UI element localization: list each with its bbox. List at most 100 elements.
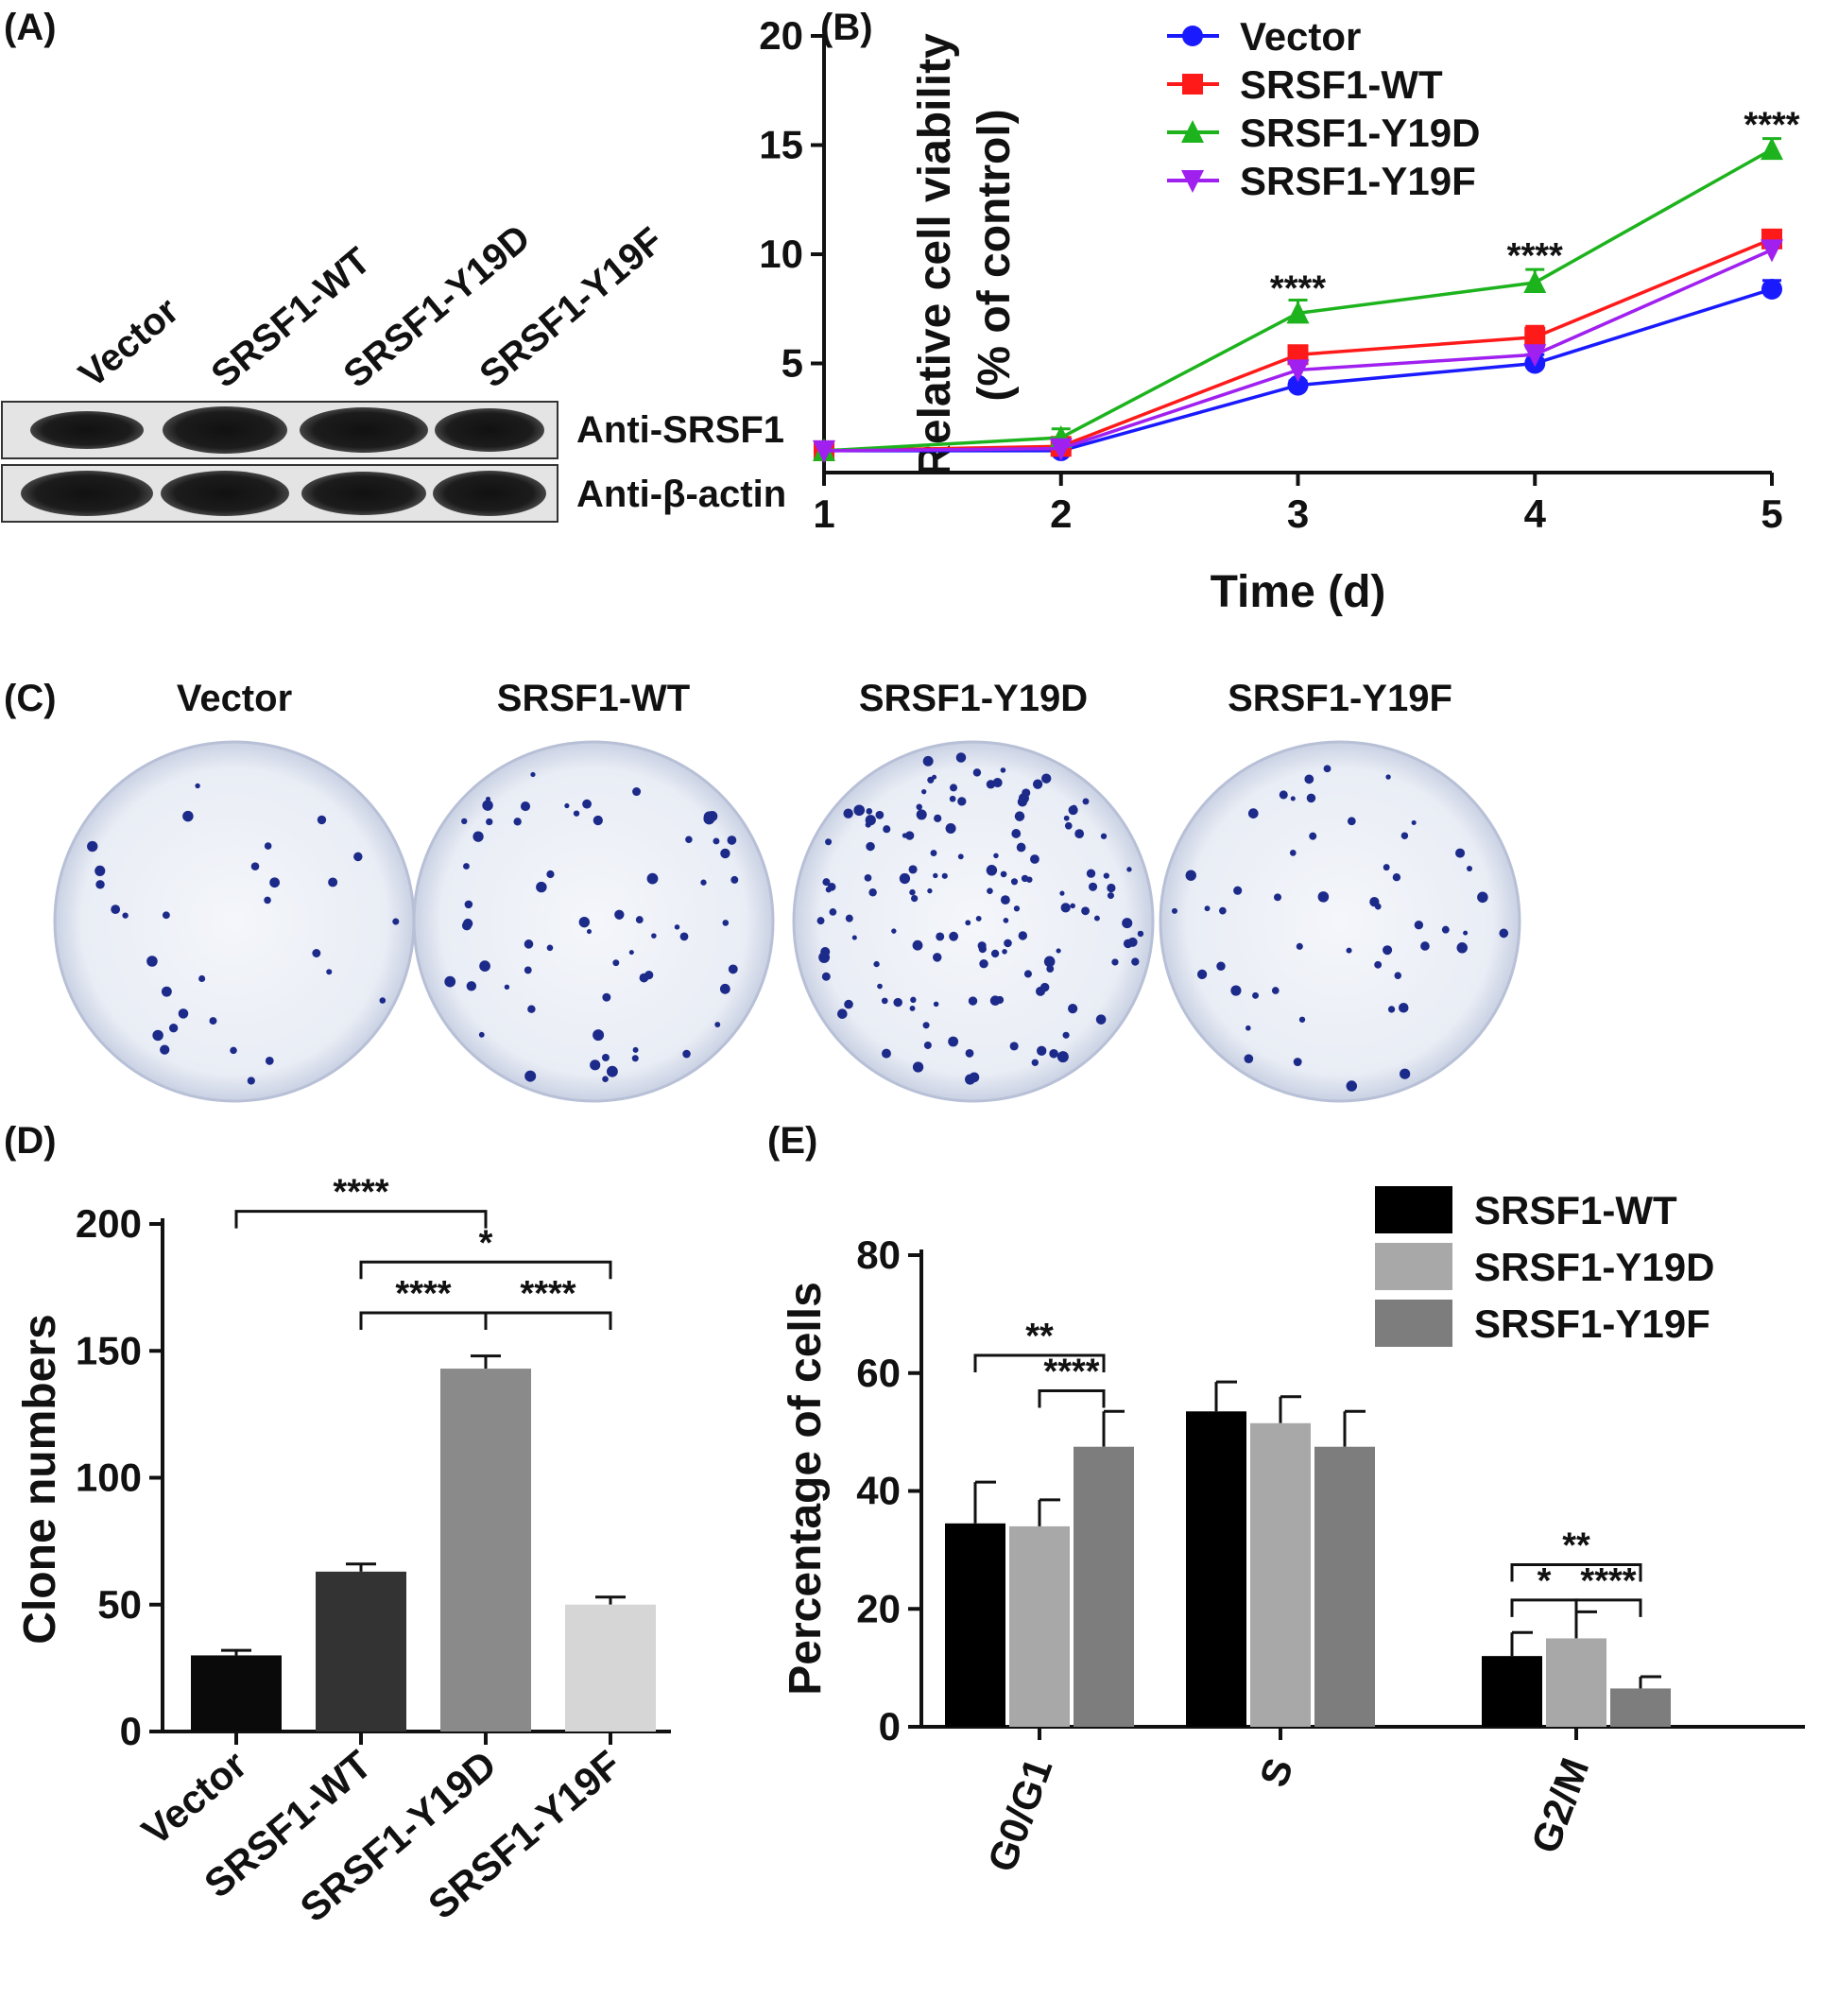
significance-label: **** [1744,105,1799,145]
dish-label: SRSF1-Y19D [859,678,1088,719]
colony [1387,1006,1396,1013]
colony [866,808,873,815]
significance-label: **** [1507,236,1563,276]
colony [1499,928,1509,939]
colony [1383,864,1390,871]
colony [993,853,999,859]
colony [1032,779,1043,789]
significance-label: **** [1043,1352,1099,1391]
panel-label-b: (B) [820,7,873,48]
colony [922,1022,930,1029]
colony [1271,987,1280,994]
colony [1095,1014,1107,1025]
colony [546,870,555,879]
significance-label: **** [1270,269,1326,309]
colony [957,853,964,860]
colony [1041,773,1052,784]
colony [1400,832,1409,839]
colony [1204,905,1211,912]
colony [881,1048,891,1059]
colony [111,905,121,915]
colony [934,814,942,822]
colony [326,969,333,975]
colony [478,1031,485,1038]
colony [899,872,911,885]
colony [1093,915,1100,922]
y-axis-title: Percentage of cells [781,1282,831,1696]
y-tick-label: 80 [856,1232,901,1277]
legend-swatch [1375,1300,1452,1347]
y-tick-label: 10 [759,232,803,276]
colony [1441,925,1450,934]
colony [816,917,825,925]
colony [727,836,737,845]
colony [632,1046,639,1053]
legend-label: SRSF1-Y19D [1474,1245,1714,1289]
colony [178,1008,189,1019]
colony [1002,949,1007,955]
colony [1466,866,1473,872]
colony [893,997,902,1008]
y-axis-title: Relative cell viability [910,33,960,477]
colony [851,935,857,940]
colony [1196,969,1208,980]
colony [1023,970,1032,978]
data-point [1287,374,1309,396]
colony [941,872,948,879]
colony [644,971,654,980]
significance-label: **** [520,1274,576,1314]
significance-label: **** [395,1274,451,1314]
colony [1463,930,1469,936]
colony [1374,903,1382,910]
blot-band [21,471,153,516]
colony [265,1057,274,1065]
colony [1100,833,1108,839]
colony [1233,886,1243,895]
colony [1063,815,1070,821]
colony [682,1049,691,1059]
colony [1455,848,1466,858]
colony [1000,895,1010,905]
colony [1420,941,1430,951]
colony [461,818,468,825]
legend-marker [1181,170,1204,193]
colony [1219,906,1227,915]
panel-label-d: (D) [4,1120,57,1162]
colony [1185,870,1196,881]
colony [1411,819,1417,825]
bar [1074,1446,1134,1727]
colony [911,894,919,903]
dishes-group [53,740,1521,1103]
colony [909,1006,916,1011]
colony [582,799,592,809]
significance-bracket [1574,1598,1642,1617]
colony [1013,905,1021,912]
colony [965,1048,974,1058]
colony [590,1060,601,1071]
x-tick-label: 5 [1761,491,1782,536]
colony [1230,985,1242,996]
colony [464,900,473,909]
colony [530,771,536,778]
colony [504,984,510,991]
bar [1546,1638,1606,1727]
colony [1049,1048,1058,1059]
data-point [1523,270,1547,294]
colony [632,787,642,797]
colony [1070,903,1075,909]
colony [1137,930,1144,938]
colony [1247,808,1259,818]
colony [864,873,872,882]
colony [1245,1025,1251,1031]
colony [1244,1054,1254,1064]
colony [912,939,923,951]
colony [1290,796,1296,801]
colony [536,881,547,893]
colony [1014,811,1025,821]
colony [949,795,956,802]
colony [1293,1058,1302,1067]
legend-swatch [1375,1186,1452,1233]
